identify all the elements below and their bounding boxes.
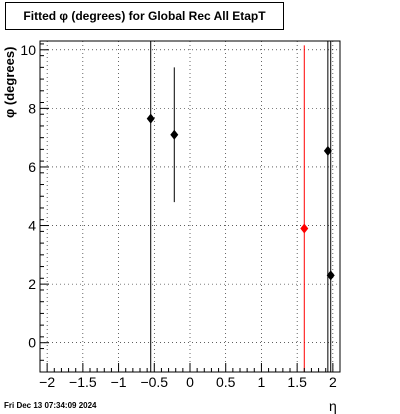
y-axis-label: φ (degrees) (2, 46, 17, 118)
data-point-marker (323, 145, 332, 156)
y-tick-label: 0 (28, 335, 36, 351)
data-point-marker (146, 113, 155, 124)
x-tick-label: −1.5 (69, 374, 97, 390)
x-tick-label: 0 (186, 374, 194, 390)
data-point-marker (170, 129, 179, 140)
chart-title: Fitted φ (degrees) for Global Rec All Et… (5, 2, 284, 30)
x-tick-label: 2 (329, 374, 337, 390)
error-bars (150, 41, 332, 372)
y-tick-label: 2 (28, 276, 36, 292)
x-tick-label: 1.5 (287, 374, 307, 390)
timestamp: Fri Dec 13 07:34:09 2024 (4, 401, 97, 410)
grid-lines (40, 41, 340, 372)
y-tick-label: 10 (20, 42, 36, 58)
x-tick-label: −2 (39, 374, 55, 390)
x-tick-label: −0.5 (140, 374, 168, 390)
y-tick-label: 4 (28, 218, 36, 234)
data-point-marker (326, 270, 335, 281)
tick-labels: −2 −1.5 −1 −0.5 0 0.5 1 1.5 2 0 2 4 6 8 10 (20, 42, 337, 390)
plot-frame (39, 40, 341, 373)
y-tick-label: 8 (28, 100, 36, 116)
x-axis-label: η (329, 398, 337, 414)
data-points (146, 113, 335, 281)
data-point-marker (300, 223, 309, 234)
y-tick-label: 6 (28, 159, 36, 175)
x-tick-label: 0.5 (216, 374, 236, 390)
axis-ticks (39, 43, 341, 373)
x-tick-label: 1 (258, 374, 266, 390)
x-tick-label: −1 (111, 374, 127, 390)
